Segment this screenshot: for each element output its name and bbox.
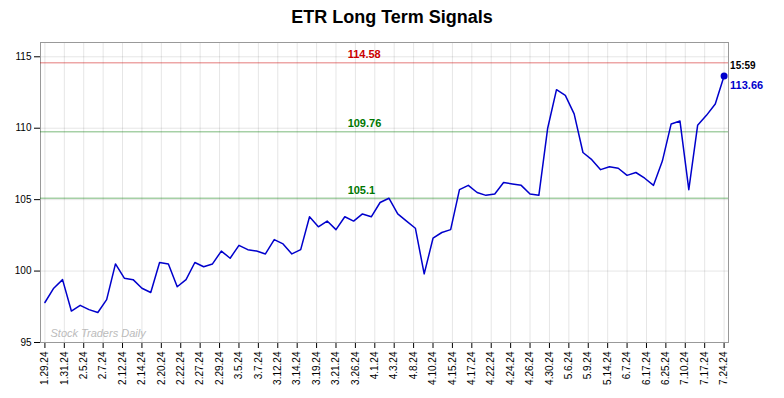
svg-text:5.14.24: 5.14.24 — [602, 351, 613, 385]
svg-text:2.12.24: 2.12.24 — [117, 351, 128, 385]
svg-text:110: 110 — [16, 122, 32, 133]
svg-text:105: 105 — [15, 194, 32, 205]
svg-text:114.58: 114.58 — [348, 48, 381, 60]
svg-text:113.66: 113.66 — [730, 79, 763, 91]
svg-text:4.26.24: 4.26.24 — [524, 351, 535, 385]
svg-text:105.1: 105.1 — [348, 184, 376, 196]
svg-text:4.3.24: 4.3.24 — [388, 351, 399, 379]
svg-text:3.5.24: 3.5.24 — [233, 351, 244, 379]
svg-text:2.5.24: 2.5.24 — [78, 351, 89, 379]
svg-text:2.27.24: 2.27.24 — [194, 351, 205, 385]
svg-text:1.31.24: 1.31.24 — [59, 351, 70, 385]
svg-text:2.20.24: 2.20.24 — [156, 351, 167, 385]
svg-text:4.30.24: 4.30.24 — [544, 351, 555, 385]
svg-text:109.76: 109.76 — [348, 117, 382, 129]
svg-text:6.7.24: 6.7.24 — [621, 351, 632, 379]
svg-text:4.8.24: 4.8.24 — [408, 351, 419, 379]
svg-text:3.14.24: 3.14.24 — [291, 351, 302, 385]
svg-text:95: 95 — [20, 337, 32, 348]
svg-text:4.15.24: 4.15.24 — [447, 351, 458, 385]
svg-text:2.7.24: 2.7.24 — [97, 351, 108, 379]
svg-text:6.17.24: 6.17.24 — [641, 351, 652, 385]
svg-text:4.17.24: 4.17.24 — [466, 351, 477, 385]
svg-text:2.22.24: 2.22.24 — [175, 351, 186, 385]
svg-text:7.10.24: 7.10.24 — [679, 351, 690, 385]
svg-text:2.29.24: 2.29.24 — [214, 351, 225, 385]
svg-text:3.12.24: 3.12.24 — [272, 351, 283, 385]
svg-text:4.22.24: 4.22.24 — [485, 351, 496, 385]
svg-text:3.19.24: 3.19.24 — [311, 351, 322, 385]
svg-text:3.21.24: 3.21.24 — [330, 351, 341, 385]
svg-text:1.29.24: 1.29.24 — [39, 351, 50, 385]
svg-text:15:59: 15:59 — [730, 60, 756, 71]
svg-text:4.1.24: 4.1.24 — [369, 351, 380, 379]
svg-text:7.17.24: 7.17.24 — [699, 351, 710, 385]
svg-text:3.26.24: 3.26.24 — [350, 351, 361, 385]
svg-text:Stock Traders Daily: Stock Traders Daily — [51, 327, 148, 339]
html-text:ETR Long Term Signals: ETR Long Term Signals — [291, 7, 493, 27]
svg-text:5.9.24: 5.9.24 — [582, 351, 593, 379]
svg-text:2.14.24: 2.14.24 — [136, 351, 147, 385]
svg-text:6.25.24: 6.25.24 — [660, 351, 671, 385]
svg-text:7.24.24: 7.24.24 — [718, 351, 729, 385]
svg-text:115: 115 — [16, 51, 32, 62]
svg-text:4.10.24: 4.10.24 — [427, 351, 438, 385]
svg-text:4.24.24: 4.24.24 — [505, 351, 516, 385]
svg-text:100: 100 — [15, 265, 32, 276]
svg-text:5.6.24: 5.6.24 — [563, 351, 574, 379]
svg-text:3.7.24: 3.7.24 — [253, 351, 264, 379]
